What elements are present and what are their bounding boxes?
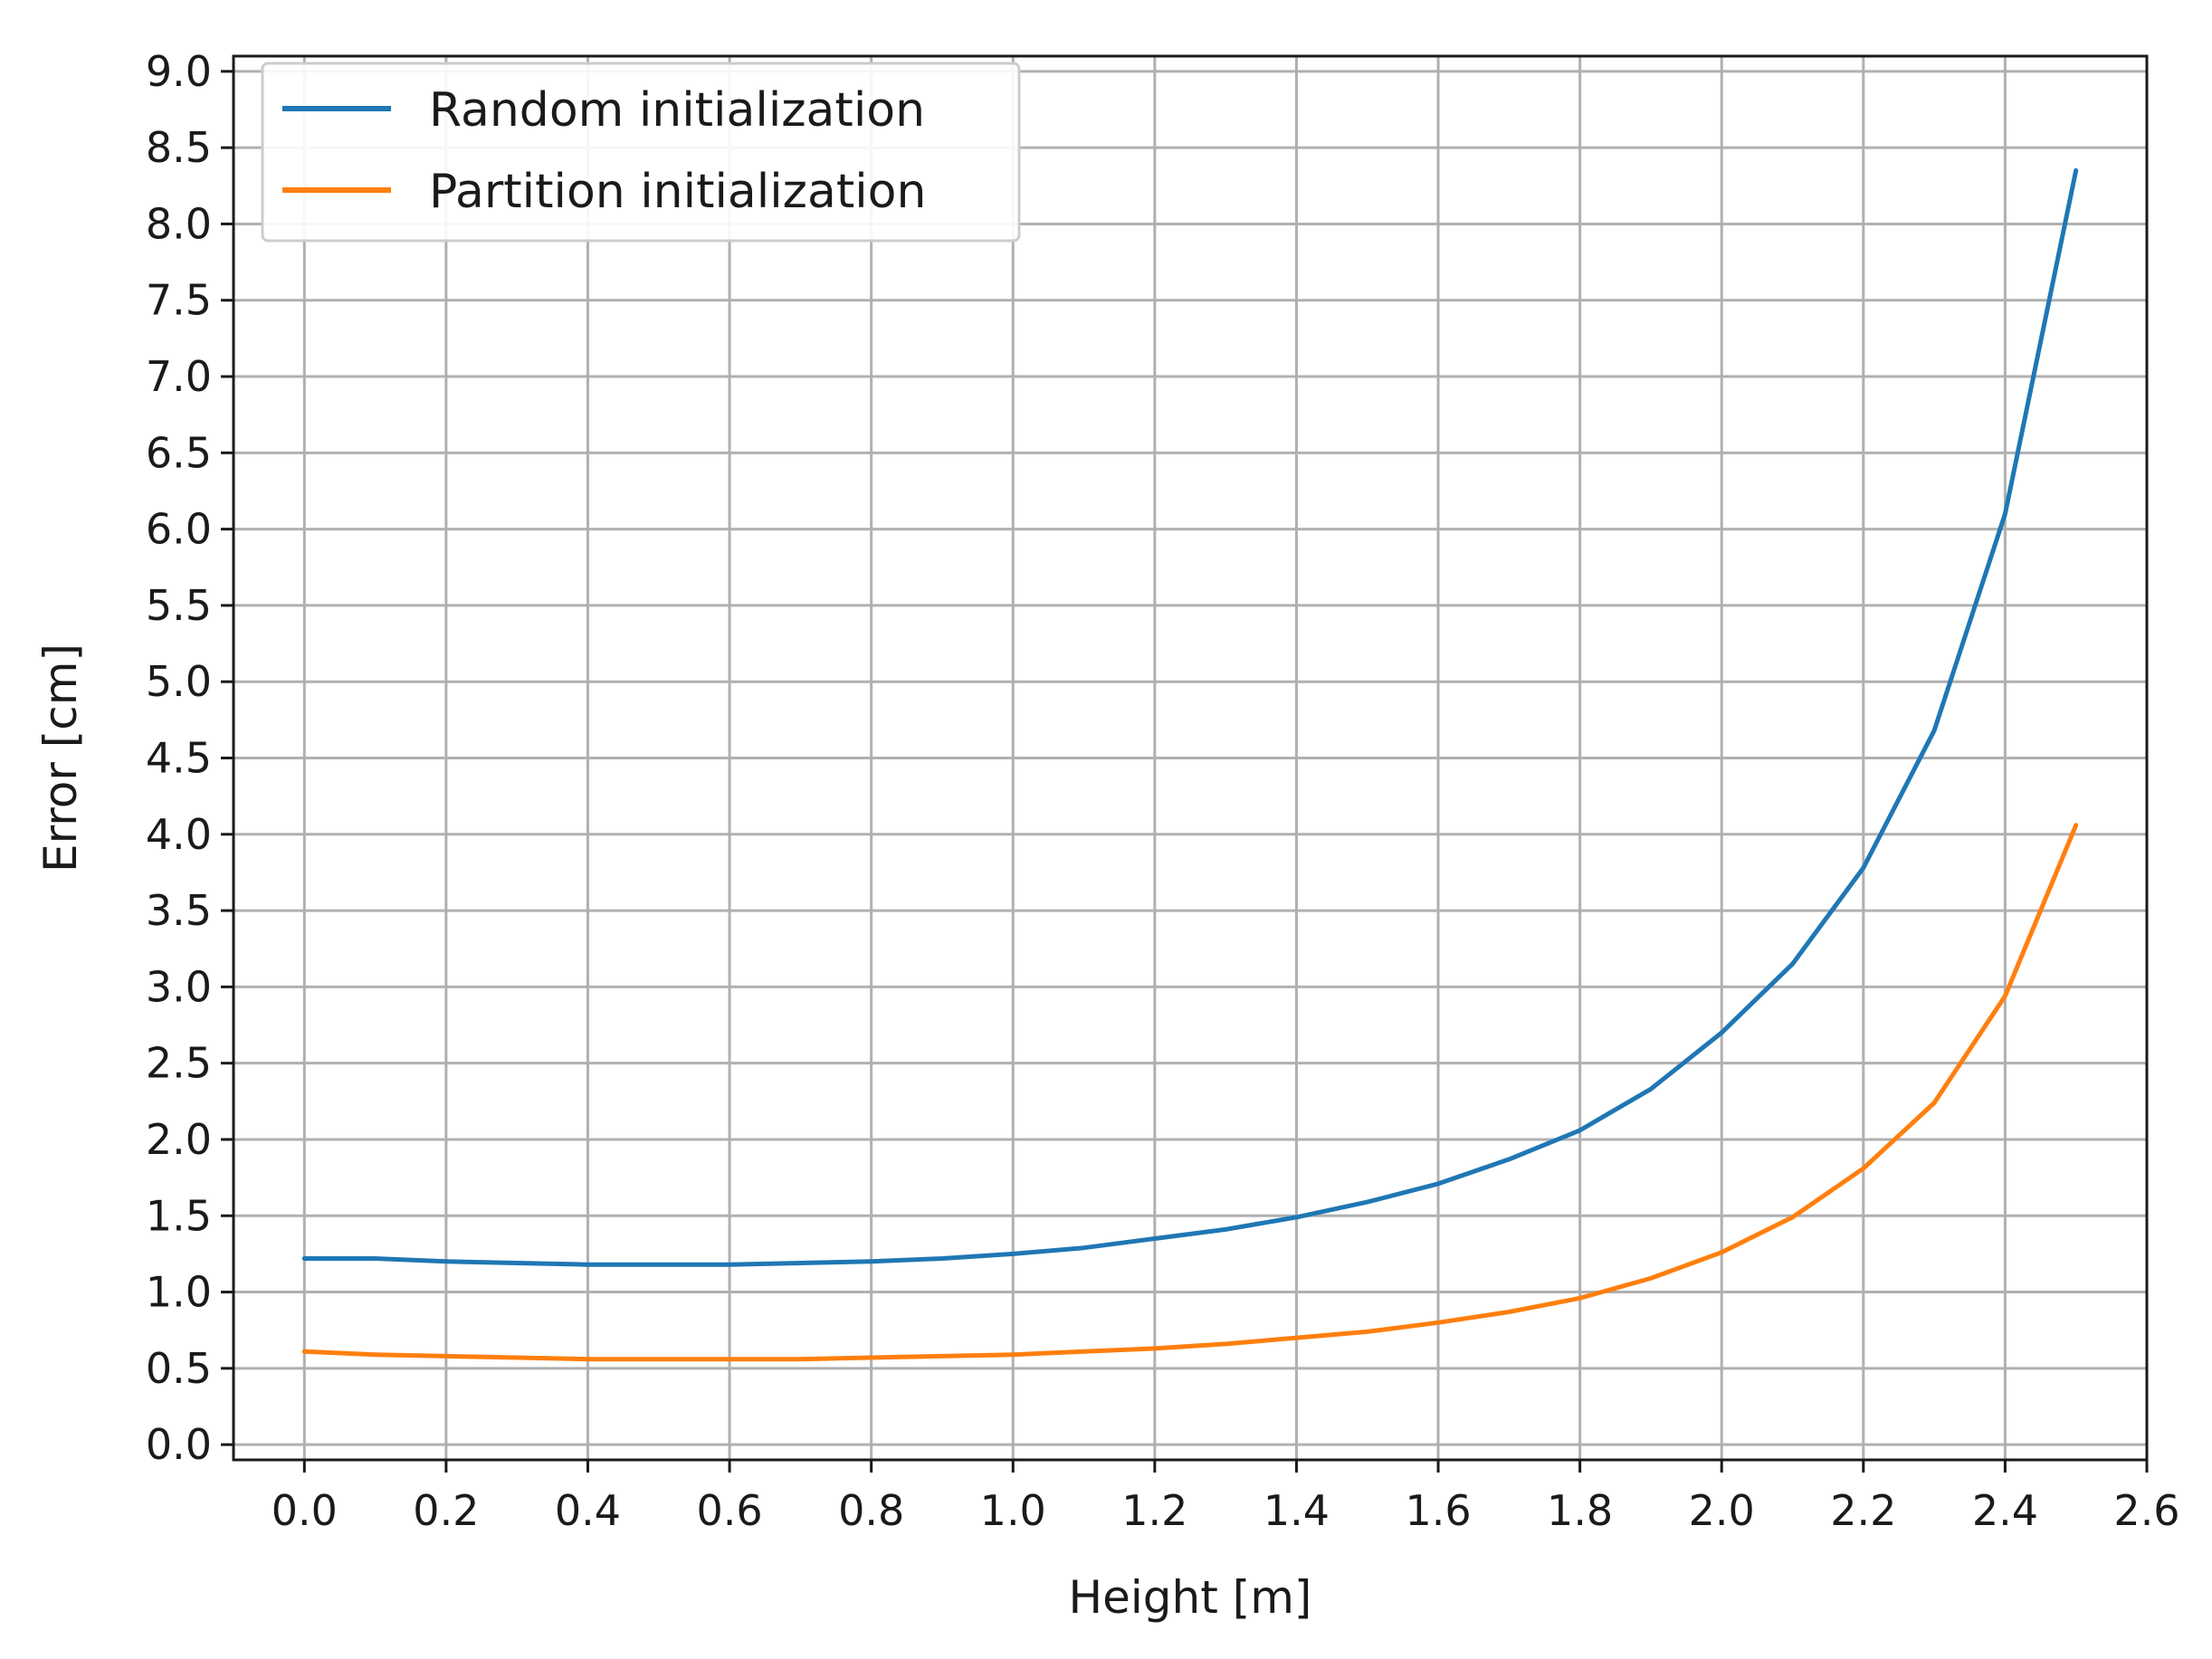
x-tick-label: 2.4	[1972, 1486, 2038, 1535]
series-line-random-initialization	[301, 167, 2079, 1267]
y-tick-label: 6.5	[146, 428, 212, 477]
y-tick-label: 5.5	[146, 581, 212, 630]
x-tick-label: 1.4	[1263, 1486, 1330, 1535]
y-tick-label: 7.0	[146, 352, 212, 401]
y-tick-label: 2.0	[146, 1115, 212, 1164]
x-tick-label: 0.8	[838, 1486, 904, 1535]
legend-label: Random initialization	[429, 83, 925, 138]
x-tick-label: 0.6	[696, 1486, 762, 1535]
x-tick-label: 2.2	[1830, 1486, 1896, 1535]
legend-box	[261, 62, 1021, 243]
x-tick-label: 0.4	[555, 1486, 621, 1535]
y-tick-label: 4.0	[146, 810, 212, 859]
x-tick-label: 1.0	[980, 1486, 1046, 1535]
y-tick-label: 9.0	[146, 47, 212, 96]
x-axis-label: Height [m]	[1069, 1571, 1312, 1624]
y-tick-label: 1.0	[146, 1268, 212, 1317]
y-tick-label: 3.0	[146, 962, 212, 1011]
y-tick-label: 1.5	[146, 1191, 212, 1240]
x-tick-label: 0.0	[272, 1486, 338, 1535]
x-axis-ticks: 0.0 0.2 0.4 0.6 0.8 1.0 1.2 1.4 1.6 1.8 2.0 2.2 2.4 2…	[272, 1460, 2180, 1535]
y-tick-label: 0.0	[146, 1420, 212, 1469]
y-tick-label: 3.5	[146, 886, 212, 935]
y-tick-label: 2.5	[146, 1039, 212, 1088]
y-axis-label: Error [cm]	[34, 644, 87, 872]
y-tick-label: 8.5	[146, 123, 212, 172]
legend-label: Partition initialization	[429, 165, 926, 219]
legend: Random initialization Partition initializ…	[261, 62, 1021, 243]
y-tick-label: 4.5	[146, 734, 212, 783]
x-tick-label: 2.0	[1689, 1486, 1755, 1535]
x-tick-label: 1.8	[1547, 1486, 1613, 1535]
y-axis-ticks: 0.0 0.5 1.0 1.5 2.0 2.5 3.0 3.5 4.0 4.5 5.0 5.5 6.0 6…	[146, 47, 234, 1469]
x-tick-label: 1.6	[1405, 1486, 1471, 1535]
y-tick-label: 0.5	[146, 1344, 212, 1393]
series-line-partition-initialization	[301, 823, 2079, 1362]
y-tick-label: 5.0	[146, 657, 212, 706]
x-tick-label: 0.2	[413, 1486, 479, 1535]
x-tick-label: 2.6	[2113, 1486, 2179, 1535]
series-lines	[301, 167, 2079, 1362]
y-tick-label: 6.0	[146, 505, 212, 554]
y-tick-label: 7.5	[146, 276, 212, 325]
y-tick-label: 8.0	[146, 199, 212, 248]
x-tick-label: 1.2	[1121, 1486, 1187, 1535]
